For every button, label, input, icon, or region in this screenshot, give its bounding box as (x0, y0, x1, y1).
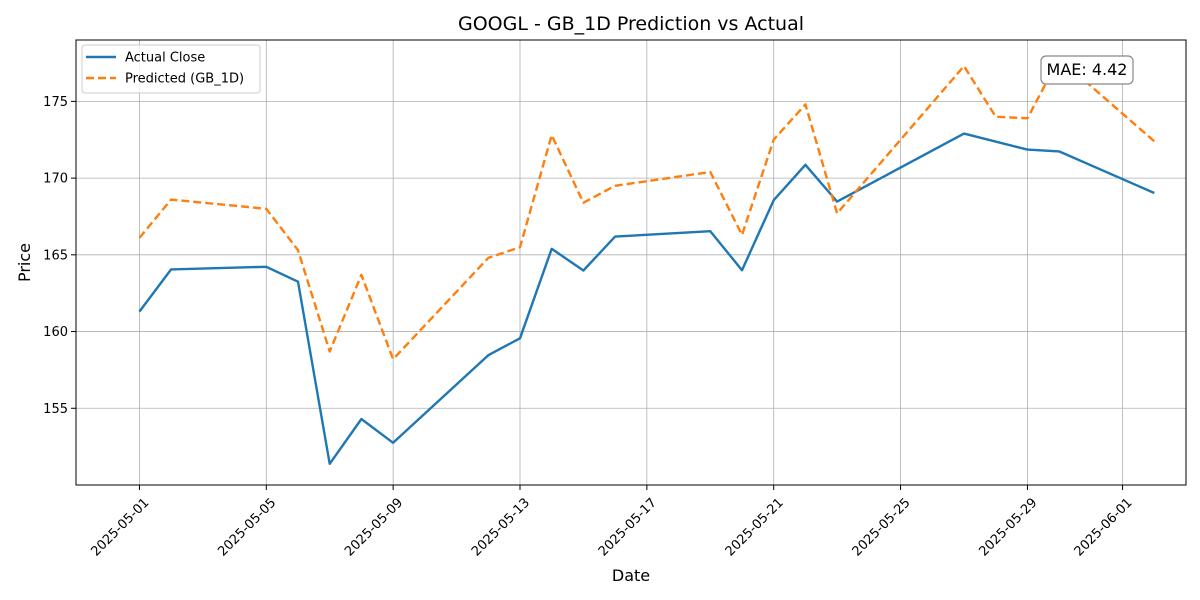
chart-title: GOOGL - GB_1D Prediction vs Actual (458, 13, 804, 35)
legend-box (81, 44, 261, 94)
predicted-line (138, 57, 1156, 361)
plot-frame (75, 39, 1187, 486)
actual-close-line (138, 132, 1155, 465)
y-tick-label: 170 (43, 172, 68, 187)
x-axis-title: Date (612, 566, 650, 585)
y-tick-label: 160 (43, 325, 68, 340)
y-axis-title: Price (15, 243, 34, 282)
legend-label-predicted: Predicted (GB_1D) (125, 72, 244, 87)
y-tick-label: 165 (43, 248, 68, 263)
legend-label-actual: Actual Close (125, 51, 205, 66)
mae-annotation-text: MAE: 4.42 (1047, 60, 1128, 79)
series-lines (138, 57, 1156, 465)
y-tick-label: 155 (43, 402, 68, 417)
mae-annotation-box (1040, 55, 1134, 85)
legend: Actual Close Predicted (GB_1D) (81, 44, 261, 94)
mae-annotation: MAE: 4.42 (1040, 55, 1134, 85)
y-tick-label: 175 (43, 95, 68, 110)
